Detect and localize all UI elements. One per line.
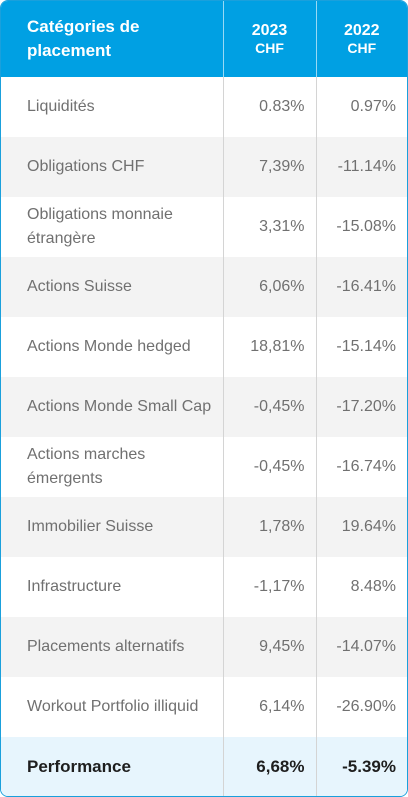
row-value-2022: -11.14% — [315, 137, 407, 197]
row-value-2022: -16.41% — [315, 257, 407, 317]
total-row: Performance 6,68% -5.39% — [1, 737, 407, 796]
row-value-2022: -26.90% — [315, 677, 407, 737]
row-category: Actions marches émergents — [27, 446, 146, 487]
table-row: Liquidités 0.83% 0.97% — [1, 77, 407, 137]
table-row: Actions marches émergents -0,45% -16.74% — [1, 437, 407, 497]
row-category: Actions Monde Small Cap — [27, 398, 212, 415]
row-value-2023: 3,31% — [222, 197, 316, 257]
table-row: Actions Monde Small Cap -0,45% -17.20% — [1, 377, 407, 437]
row-value-2022: -15.08% — [315, 197, 407, 257]
row-value-2022: -15.14% — [315, 317, 407, 377]
total-value-2023: 6,68% — [222, 737, 316, 796]
row-category: Obligations CHF — [27, 158, 145, 175]
row-category: Obligations monnaie étrangère — [27, 206, 173, 247]
row-value-2022: 8.48% — [315, 557, 407, 617]
header-2023-unit: CHF — [255, 40, 284, 56]
header-2023: 2023 CHF — [222, 1, 316, 77]
table-row: Placements alternatifs 9,45% -14.07% — [1, 617, 407, 677]
header-2022-unit: CHF — [347, 40, 377, 56]
row-category: Infrastructure — [27, 578, 122, 595]
row-value-2023: 6,06% — [222, 257, 316, 317]
row-category: Actions Monde hedged — [27, 338, 191, 355]
table-row: Obligations monnaie étrangère 3,31% -15.… — [1, 197, 407, 257]
row-value-2023: 18,81% — [222, 317, 316, 377]
total-label: Performance — [27, 756, 131, 776]
header-2023-year: 2023 — [251, 22, 288, 39]
row-value-2023: 1,78% — [222, 497, 316, 557]
row-value-2022: -17.20% — [315, 377, 407, 437]
table-row: Actions Monde hedged 18,81% -15.14% — [1, 317, 407, 377]
total-value-2022: -5.39% — [315, 737, 407, 796]
row-value-2023: -0,45% — [222, 437, 316, 497]
row-value-2022: 19.64% — [315, 497, 407, 557]
row-value-2023: -0,45% — [222, 377, 316, 437]
row-category: Placements alternatifs — [27, 638, 185, 655]
table-row: Immobilier Suisse 1,78% 19.64% — [1, 497, 407, 557]
row-category: Immobilier Suisse — [27, 518, 154, 535]
table-row: Workout Portfolio illiquid 6,14% -26.90% — [1, 677, 407, 737]
row-value-2023: 0.83% — [222, 77, 316, 137]
header-2022: 2022 CHF — [315, 1, 407, 77]
table-row: Obligations CHF 7,39% -11.14% — [1, 137, 407, 197]
table-row: Actions Suisse 6,06% -16.41% — [1, 257, 407, 317]
row-value-2023: 9,45% — [222, 617, 316, 677]
row-category: Actions Suisse — [27, 278, 132, 295]
header-2022-year: 2022 — [343, 22, 380, 39]
row-value-2023: -1,17% — [222, 557, 316, 617]
row-value-2022: -16.74% — [315, 437, 407, 497]
table-header-row: Catégories de placement 2023 CHF 2022 CH… — [1, 1, 407, 77]
header-category: Catégories de placement — [27, 17, 140, 60]
row-value-2023: 6,14% — [222, 677, 316, 737]
row-value-2023: 7,39% — [222, 137, 316, 197]
row-category: Liquidités — [27, 98, 95, 115]
row-value-2022: -14.07% — [315, 617, 407, 677]
table-row: Infrastructure -1,17% 8.48% — [1, 557, 407, 617]
row-category: Workout Portfolio illiquid — [27, 698, 199, 715]
row-value-2022: 0.97% — [315, 77, 407, 137]
